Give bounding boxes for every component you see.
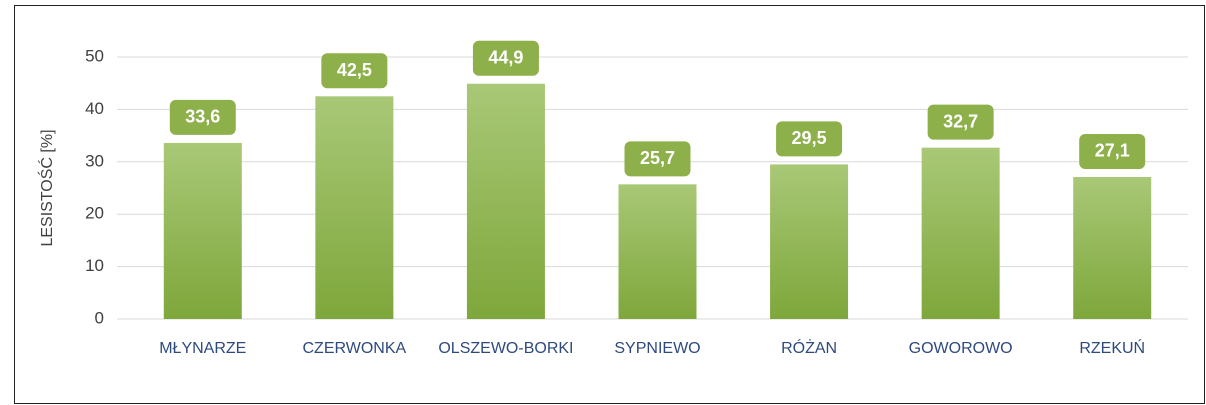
value-label: 44,9 [488, 47, 523, 67]
x-tick-label: MŁYNARZE [159, 340, 246, 357]
x-tick-label: CZERWONKA [302, 340, 406, 357]
bar [770, 164, 849, 319]
bar [618, 184, 697, 319]
x-tick-label: GOWOROWO [909, 340, 1013, 357]
value-label: 33,6 [185, 107, 220, 127]
x-tick-label: RZEKUŃ [1079, 338, 1145, 357]
value-label-box [776, 121, 843, 157]
value-label-box [1079, 133, 1146, 169]
value-label: 25,7 [640, 148, 675, 168]
y-tick-label: 40 [85, 99, 104, 118]
value-label-box [321, 53, 388, 89]
value-label: 27,1 [1095, 141, 1130, 161]
y-tick-label: 10 [85, 256, 104, 275]
value-label-box [927, 104, 994, 140]
x-tick-label: OLSZEWO-BORKI [438, 340, 573, 357]
value-label-box [169, 99, 236, 135]
y-tick-label: 20 [85, 204, 104, 223]
bar [1073, 176, 1152, 319]
value-label-box [624, 141, 691, 177]
y-tick-label: 0 [95, 308, 104, 327]
bar [921, 147, 1000, 319]
y-tick-label: 50 [85, 46, 104, 65]
value-label: 29,5 [792, 128, 827, 148]
bar [163, 142, 242, 319]
x-tick-label: SYPNIEWO [614, 340, 700, 357]
y-axis-label: LESISTOŚĆ [%] [37, 129, 56, 246]
x-tick-label: RÓŻAN [781, 338, 837, 357]
value-label: 42,5 [337, 60, 372, 80]
bar [466, 83, 545, 319]
value-label: 32,7 [943, 111, 978, 131]
value-label-box [472, 40, 539, 76]
y-tick-label: 30 [85, 151, 104, 170]
bar [315, 96, 394, 319]
